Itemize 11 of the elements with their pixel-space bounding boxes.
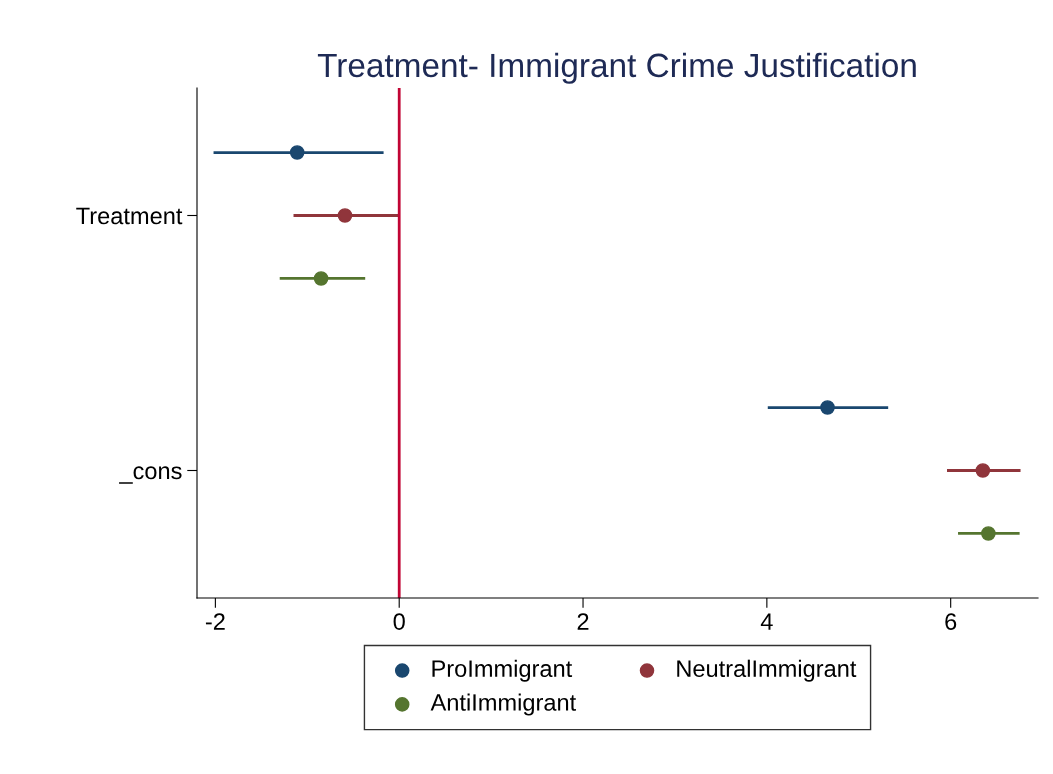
- legend-label: ProImmigrant: [432, 659, 573, 682]
- x-tick-label: -2: [205, 613, 225, 630]
- x-tick-label: 4: [760, 613, 773, 630]
- x-tick-label: 2: [577, 613, 589, 630]
- legend-label: AntiImmigrant: [430, 693, 577, 716]
- y-tick-label: _cons: [119, 466, 182, 484]
- y-tick-label: Treatment: [76, 207, 183, 225]
- chart-title: Treatment- Immigrant Crime Justification: [317, 52, 916, 84]
- legend-label: NeutralImmigrant: [677, 659, 857, 682]
- x-tick-label: 0: [393, 613, 405, 630]
- x-tick-label: 6: [945, 613, 957, 630]
